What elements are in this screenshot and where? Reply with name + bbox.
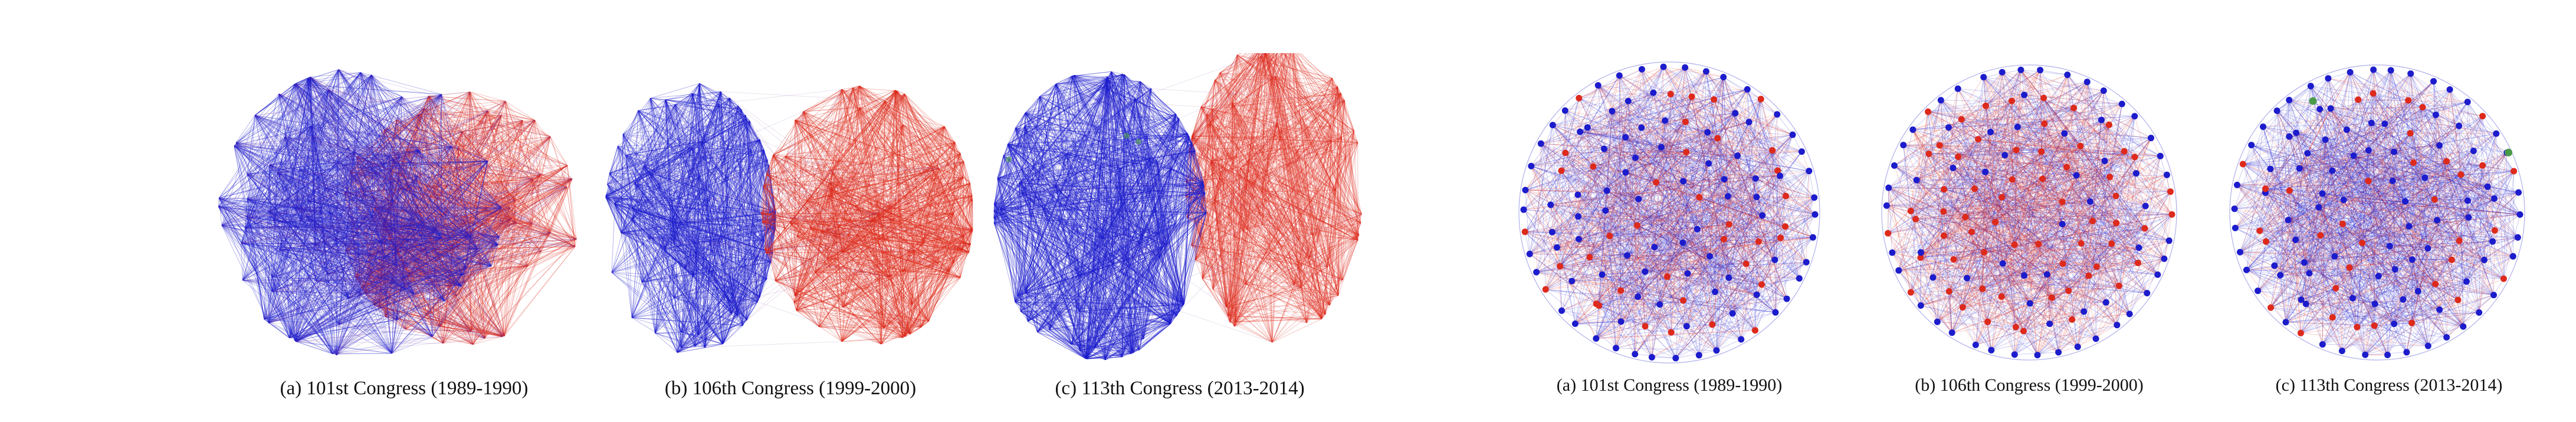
network-101st-left [218, 69, 577, 356]
caption-106th-right: (b) 106th Congress (1999-2000) [1915, 375, 2144, 395]
caption-101st-right: (a) 101st Congress (1989-1990) [1556, 375, 1783, 395]
caption-101st-left: (a) 101st Congress (1989-1990) [280, 378, 529, 399]
caption-106th-left: (b) 106th Congress (1999-2000) [664, 378, 917, 399]
network-106th-right [1881, 64, 2177, 361]
caption-113th-right: (c) 113th Congress (2013-2014) [2275, 375, 2503, 395]
network-101st-right [1518, 61, 1820, 364]
network-113th-left [993, 53, 1362, 361]
network-106th-left [605, 83, 973, 353]
caption-113th-left: (c) 113th Congress (2013-2014) [1055, 378, 1305, 399]
network-113th-right [2229, 64, 2525, 361]
